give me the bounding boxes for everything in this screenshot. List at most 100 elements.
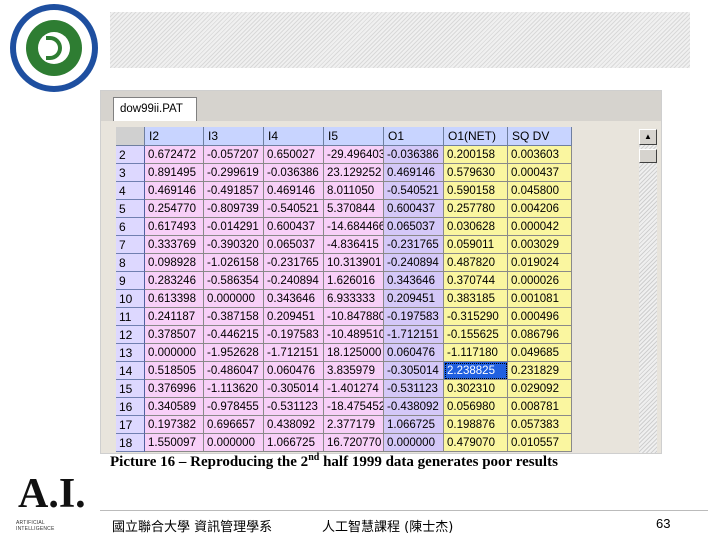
grid-cell[interactable]: 0.065037	[384, 218, 444, 236]
grid-cell[interactable]: -18.475452	[324, 398, 384, 416]
row-number[interactable]: 11	[116, 308, 145, 326]
row-number[interactable]: 9	[116, 272, 145, 290]
grid-cell[interactable]: 0.600437	[384, 200, 444, 218]
grid-cell[interactable]: -1.712151	[264, 344, 324, 362]
grid-cell[interactable]: -14.684466	[324, 218, 384, 236]
grid-cell[interactable]: 1.550097	[145, 434, 204, 452]
grid-cell[interactable]: 0.000000	[204, 290, 264, 308]
grid-cell[interactable]: 0.518505	[145, 362, 204, 380]
grid-cell[interactable]: -10.847880	[324, 308, 384, 326]
vertical-scrollbar[interactable]: ▲	[639, 129, 657, 453]
row-number[interactable]: 6	[116, 218, 145, 236]
grid-cell[interactable]: 0.469146	[145, 182, 204, 200]
grid-cell[interactable]: 23.129252	[324, 164, 384, 182]
grid-cell[interactable]: 0.343646	[264, 290, 324, 308]
grid-cell[interactable]: -1.712151	[384, 326, 444, 344]
grid-cell[interactable]: -0.586354	[204, 272, 264, 290]
grid-cell[interactable]: 0.000496	[508, 308, 572, 326]
grid-cell[interactable]: -0.240894	[384, 254, 444, 272]
row-number[interactable]: 12	[116, 326, 145, 344]
grid-cell[interactable]: -0.231765	[384, 236, 444, 254]
grid-cell[interactable]: 0.650027	[264, 146, 324, 164]
grid-cell[interactable]: 0.343646	[384, 272, 444, 290]
row-number[interactable]: 8	[116, 254, 145, 272]
grid-cell[interactable]: 0.370744	[444, 272, 508, 290]
grid-cell[interactable]: 18.125000	[324, 344, 384, 362]
grid-cell[interactable]: 0.333769	[145, 236, 204, 254]
row-number[interactable]: 10	[116, 290, 145, 308]
grid-cell[interactable]: -0.387158	[204, 308, 264, 326]
row-number[interactable]: 17	[116, 416, 145, 434]
grid-cell[interactable]: -1.026158	[204, 254, 264, 272]
grid-cell[interactable]: 8.011050	[324, 182, 384, 200]
grid-cell[interactable]: 0.231829	[508, 362, 572, 380]
grid-cell[interactable]: -0.486047	[204, 362, 264, 380]
grid-cell[interactable]: -29.496403	[324, 146, 384, 164]
row-number[interactable]: 3	[116, 164, 145, 182]
row-number[interactable]: 15	[116, 380, 145, 398]
grid-cell[interactable]: 0.049685	[508, 344, 572, 362]
grid-cell[interactable]: 0.019024	[508, 254, 572, 272]
grid-cell[interactable]: 0.469146	[264, 182, 324, 200]
grid-cell[interactable]: -0.491857	[204, 182, 264, 200]
grid-cell[interactable]: 0.197382	[145, 416, 204, 434]
grid-cell[interactable]: -0.057207	[204, 146, 264, 164]
grid-cell[interactable]: 0.200158	[444, 146, 508, 164]
grid-cell[interactable]: 0.283246	[145, 272, 204, 290]
grid-cell[interactable]: 2.238825	[444, 362, 508, 380]
grid-cell[interactable]: 0.376996	[145, 380, 204, 398]
grid-cell[interactable]: 0.257780	[444, 200, 508, 218]
grid-cell[interactable]: 0.004206	[508, 200, 572, 218]
grid-cell[interactable]: -4.836415	[324, 236, 384, 254]
grid-cell[interactable]: 0.383185	[444, 290, 508, 308]
grid-cell[interactable]: 0.378507	[145, 326, 204, 344]
grid-cell[interactable]: 0.010557	[508, 434, 572, 452]
grid-cell[interactable]: 0.000000	[384, 434, 444, 452]
grid-cell[interactable]: 0.209451	[264, 308, 324, 326]
grid-cell[interactable]: 0.060476	[384, 344, 444, 362]
grid-cell[interactable]: 0.086796	[508, 326, 572, 344]
grid-cell[interactable]: 0.000042	[508, 218, 572, 236]
grid-cell[interactable]: -0.540521	[264, 200, 324, 218]
grid-cell[interactable]: 0.438092	[264, 416, 324, 434]
grid-cell[interactable]: 0.579630	[444, 164, 508, 182]
grid-cell[interactable]: 0.891495	[145, 164, 204, 182]
row-number[interactable]: 13	[116, 344, 145, 362]
row-number[interactable]: 7	[116, 236, 145, 254]
grid-cell[interactable]: 0.254770	[145, 200, 204, 218]
grid-cell[interactable]: 0.045800	[508, 182, 572, 200]
grid-cell[interactable]: 0.029092	[508, 380, 572, 398]
grid-cell[interactable]: 0.000000	[204, 434, 264, 452]
row-number[interactable]: 16	[116, 398, 145, 416]
grid-cell[interactable]: 0.056980	[444, 398, 508, 416]
grid-cell[interactable]: 0.617493	[145, 218, 204, 236]
grid-cell[interactable]: 0.065037	[264, 236, 324, 254]
grid-cell[interactable]: 0.302310	[444, 380, 508, 398]
grid-cell[interactable]: -0.036386	[264, 164, 324, 182]
grid-cell[interactable]: 0.696657	[204, 416, 264, 434]
grid-cell[interactable]: 0.590158	[444, 182, 508, 200]
grid-cell[interactable]: 0.241187	[145, 308, 204, 326]
grid-cell[interactable]: -10.489510	[324, 326, 384, 344]
grid-cell[interactable]: 0.600437	[264, 218, 324, 236]
column-header[interactable]: SQ DV	[508, 127, 572, 146]
grid-cell[interactable]: 0.060476	[264, 362, 324, 380]
grid-cell[interactable]: -0.197583	[264, 326, 324, 344]
column-header[interactable]: O1(NET)	[444, 127, 508, 146]
grid-cell[interactable]: 0.000026	[508, 272, 572, 290]
tab-dow99ii-pat[interactable]: dow99ii.PAT	[113, 97, 197, 121]
grid-cell[interactable]: 0.000437	[508, 164, 572, 182]
column-header[interactable]: I4	[264, 127, 324, 146]
column-header[interactable]: I2	[145, 127, 204, 146]
grid-cell[interactable]: 1.066725	[384, 416, 444, 434]
grid-cell[interactable]: 0.059011	[444, 236, 508, 254]
row-number[interactable]: 5	[116, 200, 145, 218]
grid-cell[interactable]: -0.315290	[444, 308, 508, 326]
grid-cell[interactable]: -0.305014	[384, 362, 444, 380]
grid-cell[interactable]: 0.487820	[444, 254, 508, 272]
scroll-up-button[interactable]: ▲	[639, 129, 657, 145]
grid-cell[interactable]: 1.066725	[264, 434, 324, 452]
grid-cell[interactable]: -0.809739	[204, 200, 264, 218]
grid-cell[interactable]: 1.626016	[324, 272, 384, 290]
row-number[interactable]: 14	[116, 362, 145, 380]
